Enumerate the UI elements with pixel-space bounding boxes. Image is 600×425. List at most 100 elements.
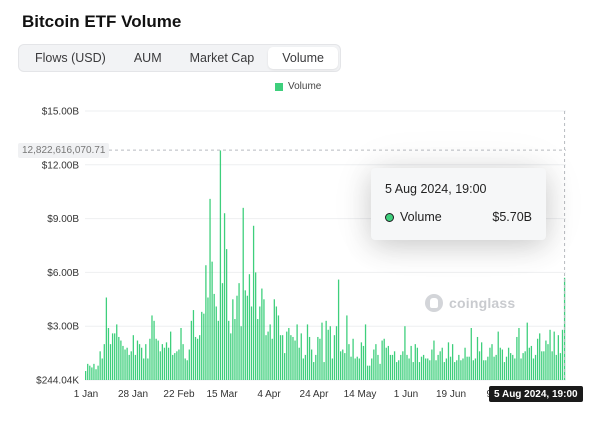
volume-bar[interactable] xyxy=(134,354,137,380)
volume-bar[interactable] xyxy=(279,335,282,380)
volume-bar[interactable] xyxy=(491,344,493,380)
volume-bar[interactable] xyxy=(420,356,423,380)
volume-bar[interactable] xyxy=(474,358,477,380)
volume-bar[interactable] xyxy=(124,349,126,380)
volume-bar[interactable] xyxy=(439,351,441,380)
volume-bar[interactable] xyxy=(93,363,95,380)
volume-bar[interactable] xyxy=(103,344,105,380)
volume-bar[interactable] xyxy=(257,319,259,380)
volume-bar[interactable] xyxy=(327,329,329,380)
volume-bar[interactable] xyxy=(425,358,427,380)
volume-bar[interactable] xyxy=(385,347,387,380)
volume-bar[interactable] xyxy=(203,313,205,380)
volume-bar[interactable] xyxy=(476,336,479,380)
volume-bar[interactable] xyxy=(356,356,358,380)
volume-bar[interactable] xyxy=(138,344,141,380)
volume-bar[interactable] xyxy=(120,340,122,380)
volume-bar[interactable] xyxy=(360,342,363,380)
volume-bar[interactable] xyxy=(555,354,557,380)
volume-bar[interactable] xyxy=(213,293,215,380)
volume-bar[interactable] xyxy=(481,342,483,380)
volume-bar[interactable] xyxy=(114,333,116,380)
volume-bar[interactable] xyxy=(526,322,528,380)
volume-bar[interactable] xyxy=(478,351,481,380)
volume-bar[interactable] xyxy=(192,310,195,380)
volume-bar[interactable] xyxy=(402,351,404,380)
volume-bar[interactable] xyxy=(217,320,219,380)
volume-bar[interactable] xyxy=(557,335,559,380)
volume-bar[interactable] xyxy=(362,345,365,380)
volume-bar[interactable] xyxy=(466,356,468,380)
volume-bar[interactable] xyxy=(354,358,356,380)
volume-bar[interactable] xyxy=(470,328,472,380)
volume-bar[interactable] xyxy=(236,295,238,380)
volume-bar[interactable] xyxy=(371,358,373,380)
volume-bar[interactable] xyxy=(366,365,369,380)
volume-bar[interactable] xyxy=(429,360,431,380)
volume-bar[interactable] xyxy=(410,345,412,380)
volume-bar[interactable] xyxy=(170,331,172,380)
volume-bar[interactable] xyxy=(132,335,134,380)
volume-bar[interactable] xyxy=(215,306,217,380)
volume-bar[interactable] xyxy=(422,354,425,380)
volume-bar[interactable] xyxy=(310,349,313,380)
volume-bar[interactable] xyxy=(130,351,132,380)
volume-bar[interactable] xyxy=(348,344,350,380)
volume-bar[interactable] xyxy=(205,265,207,380)
volume-bar[interactable] xyxy=(507,347,510,380)
volume-bar[interactable] xyxy=(244,290,246,380)
volume-bar[interactable] xyxy=(172,354,174,380)
volume-bar[interactable] xyxy=(445,358,448,380)
volume-bar[interactable] xyxy=(383,338,385,380)
volume-bar[interactable] xyxy=(489,347,491,380)
volume-bar[interactable] xyxy=(234,319,236,380)
volume-bar[interactable] xyxy=(300,333,302,380)
volume-bar[interactable] xyxy=(561,329,564,380)
volume-bar[interactable] xyxy=(116,324,118,380)
volume-bar[interactable] xyxy=(414,344,416,380)
volume-bar[interactable] xyxy=(543,351,545,380)
tab-flows-usd[interactable]: Flows (USD) xyxy=(35,51,106,65)
volume-bar[interactable] xyxy=(155,338,157,380)
volume-bar[interactable] xyxy=(545,340,547,380)
volume-bar[interactable] xyxy=(207,297,209,380)
volume-bar[interactable] xyxy=(329,326,331,380)
volume-bar[interactable] xyxy=(510,353,512,380)
volume-bar[interactable] xyxy=(315,354,317,380)
volume-bar[interactable] xyxy=(559,353,562,380)
volume-bar[interactable] xyxy=(248,274,251,380)
volume-bar[interactable] xyxy=(321,322,323,380)
volume-bar[interactable] xyxy=(221,283,224,380)
volume-bar[interactable] xyxy=(441,347,443,380)
volume-bar[interactable] xyxy=(298,347,300,380)
volume-bar[interactable] xyxy=(151,315,153,380)
volume-bar[interactable] xyxy=(259,306,261,380)
volume-bar[interactable] xyxy=(105,297,108,380)
volume-bar[interactable] xyxy=(389,354,392,380)
volume-bar[interactable] xyxy=(163,347,166,380)
volume-bar[interactable] xyxy=(209,198,211,380)
volume-bar[interactable] xyxy=(495,354,497,380)
volume-bar[interactable] xyxy=(242,207,244,380)
volume-bar[interactable] xyxy=(534,354,537,380)
volume-bar[interactable] xyxy=(85,371,87,380)
volume-bar[interactable] xyxy=(395,362,398,380)
volume-bar[interactable] xyxy=(223,213,226,380)
volume-bar[interactable] xyxy=(122,345,124,380)
volume-bar[interactable] xyxy=(211,261,213,380)
volume-bar[interactable] xyxy=(369,365,371,380)
volume-bar[interactable] xyxy=(501,349,504,380)
volume-bar[interactable] xyxy=(427,358,429,380)
volume-bar[interactable] xyxy=(418,362,421,380)
volume-bar[interactable] xyxy=(398,360,400,380)
volume-bar[interactable] xyxy=(377,354,379,380)
volume-bar[interactable] xyxy=(313,362,315,380)
volume-bar[interactable] xyxy=(128,354,130,380)
volume-bar[interactable] xyxy=(159,351,161,380)
volume-bar[interactable] xyxy=(292,336,294,380)
volume-bar[interactable] xyxy=(406,354,408,380)
volume-bar[interactable] xyxy=(333,335,336,380)
volume-bar[interactable] xyxy=(340,351,342,380)
volume-bar[interactable] xyxy=(219,150,222,380)
volume-bar[interactable] xyxy=(524,351,526,380)
